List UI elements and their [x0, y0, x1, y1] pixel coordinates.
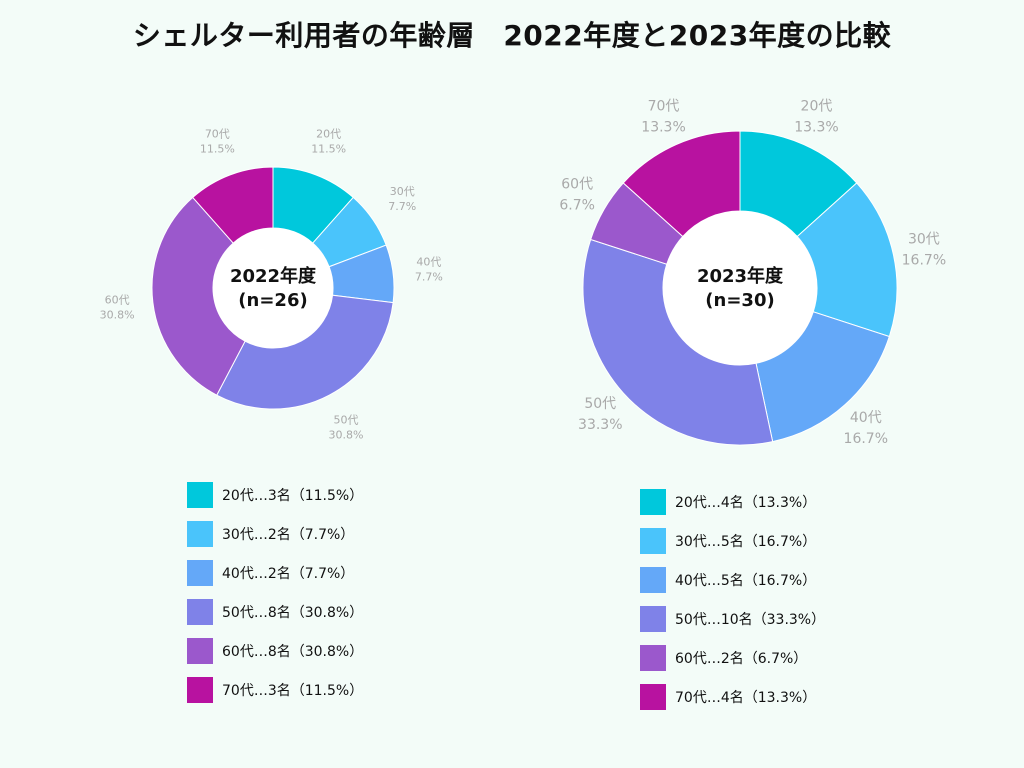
slice-label-70代: 70代 11.5% [200, 128, 235, 156]
center-label: 2023年度(n=30) [697, 265, 784, 311]
legend-label: 70代…3名（11.5%） [222, 683, 364, 699]
legend-swatch [640, 528, 666, 554]
slice-label-30代: 30代 7.7% [388, 185, 416, 213]
slice-label-50代: 50代 30.8% [328, 413, 363, 441]
legend-label: 40代…2名（7.7%） [222, 566, 355, 582]
legend-swatch [640, 684, 666, 710]
slice-label-60代: 60代 30.8% [100, 293, 135, 321]
legend-label: 60代…2名（6.7%） [675, 651, 808, 667]
legend-swatch [187, 677, 213, 703]
legend-swatch [640, 567, 666, 593]
slice-label-30代: 30代 16.7% [902, 231, 946, 268]
slice-label-70代: 70代 13.3% [641, 99, 685, 136]
legend-swatch [640, 645, 666, 671]
legend-label: 20代…3名（11.5%） [222, 488, 364, 504]
legend-label: 20代…4名（13.3%） [675, 495, 817, 511]
center-label: 2022年度(n=26) [230, 265, 317, 311]
legend-label: 70代…4名（13.3%） [675, 690, 817, 706]
legend-swatch [640, 606, 666, 632]
donut-center [663, 211, 817, 365]
legend-label: 40代…5名（16.7%） [675, 573, 817, 589]
legend-swatch [187, 482, 213, 508]
donut-chart-1: 20代 13.3% 30代 16.7% 40代 16.7% 50代 33.3% 60代 6.7% 7… [559, 99, 946, 447]
legend-label: 50代…10名（33.3%） [675, 612, 826, 628]
legend-label: 60代…8名（30.8%） [222, 644, 364, 660]
legend-swatch [187, 638, 213, 664]
legend-label: 30代…5名（16.7%） [675, 534, 817, 550]
slice-label-60代: 60代 6.7% [559, 176, 595, 213]
slice-label-50代: 50代 33.3% [578, 396, 622, 433]
slice-label-40代: 40代 16.7% [844, 410, 888, 447]
legend-label: 50代…8名（30.8%） [222, 605, 364, 621]
donut-center [213, 228, 333, 348]
legend-swatch [640, 489, 666, 515]
legend-label: 30代…2名（7.7%） [222, 527, 355, 543]
page-title: シェルター利用者の年齢層 2022年度と2023年度の比較 [132, 19, 892, 52]
donut-chart-0: 20代 11.5% 30代 7.7% 40代 7.7% 50代 30.8% 60代 30.8% 70… [100, 128, 443, 442]
legend-swatch [187, 599, 213, 625]
slice-label-20代: 20代 11.5% [311, 128, 346, 156]
legend-swatch [187, 521, 213, 547]
slice-label-20代: 20代 13.3% [794, 99, 838, 136]
slice-label-40代: 40代 7.7% [415, 255, 443, 283]
legend-swatch [187, 560, 213, 586]
